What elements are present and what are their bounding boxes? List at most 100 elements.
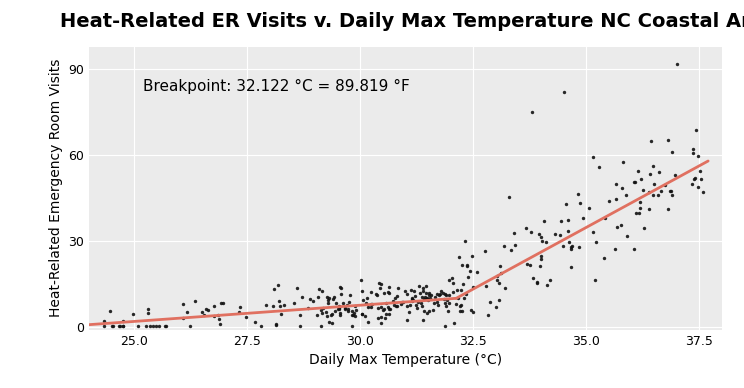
Point: [177, 301, 189, 307]
Point: [367, 301, 379, 307]
Point: [555, 218, 567, 224]
Point: [644, 189, 655, 196]
Point: [382, 284, 394, 290]
Point: [317, 305, 329, 311]
Point: [603, 198, 615, 204]
Point: [420, 283, 432, 289]
Point: [214, 321, 226, 327]
Point: [694, 168, 706, 174]
Point: [114, 322, 126, 329]
Point: [535, 256, 547, 262]
Point: [356, 277, 368, 283]
Point: [446, 275, 458, 282]
Point: [415, 300, 427, 306]
Point: [339, 305, 350, 312]
Point: [490, 303, 501, 310]
Point: [527, 275, 539, 282]
Point: [615, 222, 626, 229]
Point: [507, 230, 519, 236]
Point: [535, 253, 547, 259]
Point: [442, 308, 454, 315]
Point: [391, 303, 403, 309]
Point: [413, 283, 425, 289]
Point: [106, 322, 118, 329]
Point: [322, 297, 334, 303]
Point: [667, 192, 679, 198]
Point: [316, 310, 328, 316]
Point: [620, 233, 632, 239]
Point: [359, 313, 371, 319]
Point: [443, 300, 455, 306]
Point: [177, 315, 189, 322]
Point: [498, 242, 510, 249]
Point: [420, 296, 432, 302]
Point: [541, 282, 553, 288]
Point: [634, 198, 646, 204]
Point: [404, 302, 416, 308]
Point: [144, 322, 155, 329]
Point: [321, 294, 333, 301]
Point: [98, 318, 110, 324]
Point: [349, 303, 361, 310]
Point: [324, 295, 336, 301]
Point: [583, 204, 595, 211]
Point: [397, 299, 408, 305]
Point: [628, 246, 640, 252]
Point: [565, 246, 577, 253]
Point: [645, 137, 657, 144]
Point: [407, 297, 419, 303]
Point: [432, 302, 444, 308]
Point: [687, 150, 699, 156]
Point: [294, 322, 306, 329]
Point: [490, 277, 502, 283]
Point: [465, 307, 477, 313]
Point: [572, 191, 584, 197]
Point: [357, 296, 369, 303]
Point: [566, 242, 578, 249]
Point: [333, 303, 345, 309]
Point: [647, 192, 658, 198]
Point: [267, 303, 279, 309]
Point: [414, 290, 426, 296]
Point: [456, 262, 468, 268]
Point: [181, 309, 193, 315]
Point: [665, 188, 677, 194]
Point: [333, 304, 345, 310]
Point: [383, 306, 395, 312]
Point: [630, 210, 642, 216]
Point: [480, 282, 492, 289]
Point: [392, 285, 404, 291]
Point: [198, 312, 210, 318]
Point: [423, 290, 434, 296]
Point: [520, 225, 532, 232]
Point: [375, 304, 387, 310]
Point: [461, 262, 473, 268]
Point: [313, 286, 325, 292]
Point: [417, 288, 429, 294]
Point: [455, 308, 466, 314]
Point: [632, 168, 644, 174]
Point: [373, 280, 385, 286]
Point: [383, 311, 395, 317]
Point: [339, 305, 351, 311]
Point: [533, 230, 545, 237]
Point: [597, 255, 609, 262]
Point: [200, 306, 212, 312]
Point: [411, 299, 423, 305]
Point: [439, 322, 451, 329]
Point: [365, 289, 377, 296]
Point: [669, 172, 681, 178]
Point: [406, 295, 418, 301]
Point: [273, 298, 285, 304]
Point: [202, 307, 214, 313]
Point: [577, 215, 589, 222]
Point: [418, 308, 430, 314]
Point: [455, 302, 466, 308]
Point: [549, 230, 561, 237]
Point: [384, 306, 396, 312]
Point: [269, 286, 280, 292]
Point: [103, 307, 115, 314]
Point: [652, 192, 664, 198]
Point: [382, 289, 394, 295]
Point: [288, 300, 300, 306]
